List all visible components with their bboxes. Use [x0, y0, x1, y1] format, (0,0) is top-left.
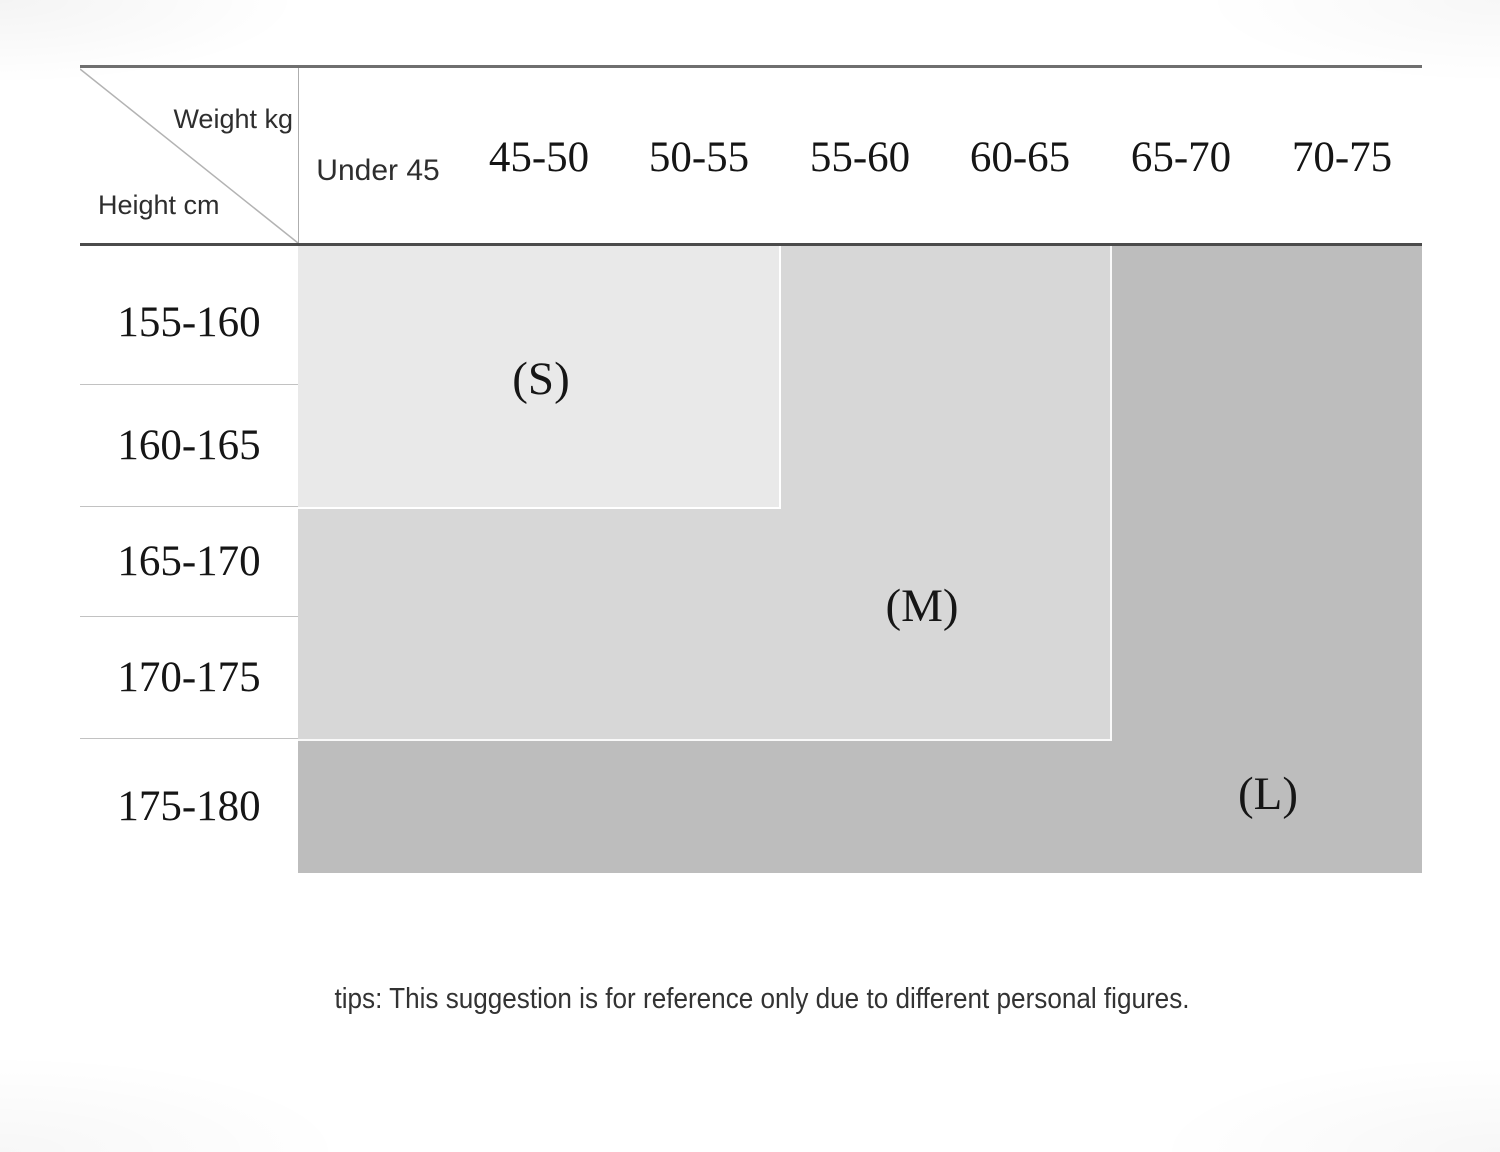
corner-cell-divider	[298, 68, 299, 243]
height-axis-label: Height cm	[98, 190, 220, 220]
tips-note: tips: This suggestion is for reference o…	[334, 983, 1190, 1015]
weight-column-header-under-45: Under 45	[316, 154, 440, 187]
height-row-header-165-170: 165-170	[80, 507, 298, 617]
height-row-header-175-180: 175-180	[117, 782, 261, 830]
weight-column-header-55-60: 55-60	[809, 134, 911, 181]
weight-column-header-60-65: 60-65	[969, 134, 1071, 181]
weight-axis-label: Weight kg	[173, 104, 293, 134]
size-region-m-label: (M)	[885, 580, 959, 632]
weight-column-header-65-70: 65-70	[1130, 134, 1232, 181]
height-row-header-160-165: 160-165	[80, 385, 298, 507]
height-row-header-170-175: 170-175	[80, 617, 298, 739]
axis-corner-cell: Weight kg Height cm	[80, 68, 298, 243]
size-regions-area: (S) (M) (L)	[298, 246, 1422, 873]
size-region-s	[298, 246, 781, 509]
weight-column-header-70-75: 70-75	[1291, 134, 1393, 181]
weight-column-header-45-50: 45-50	[488, 134, 590, 181]
table-top-border	[80, 65, 1422, 68]
size-region-s-label: (S)	[512, 353, 570, 405]
height-row-header-155-160: 155-160	[80, 246, 298, 385]
size-region-l-label: (L)	[1237, 768, 1299, 820]
size-chart-table: Weight kg Height cm Under 45 45-50 50-55…	[80, 65, 1422, 873]
header-bottom-border	[80, 243, 1422, 246]
diagonal-divider-line	[80, 68, 298, 243]
table-header-row: Weight kg Height cm Under 45 45-50 50-55…	[80, 68, 1422, 243]
weight-column-header-50-55: 50-55	[648, 134, 750, 181]
